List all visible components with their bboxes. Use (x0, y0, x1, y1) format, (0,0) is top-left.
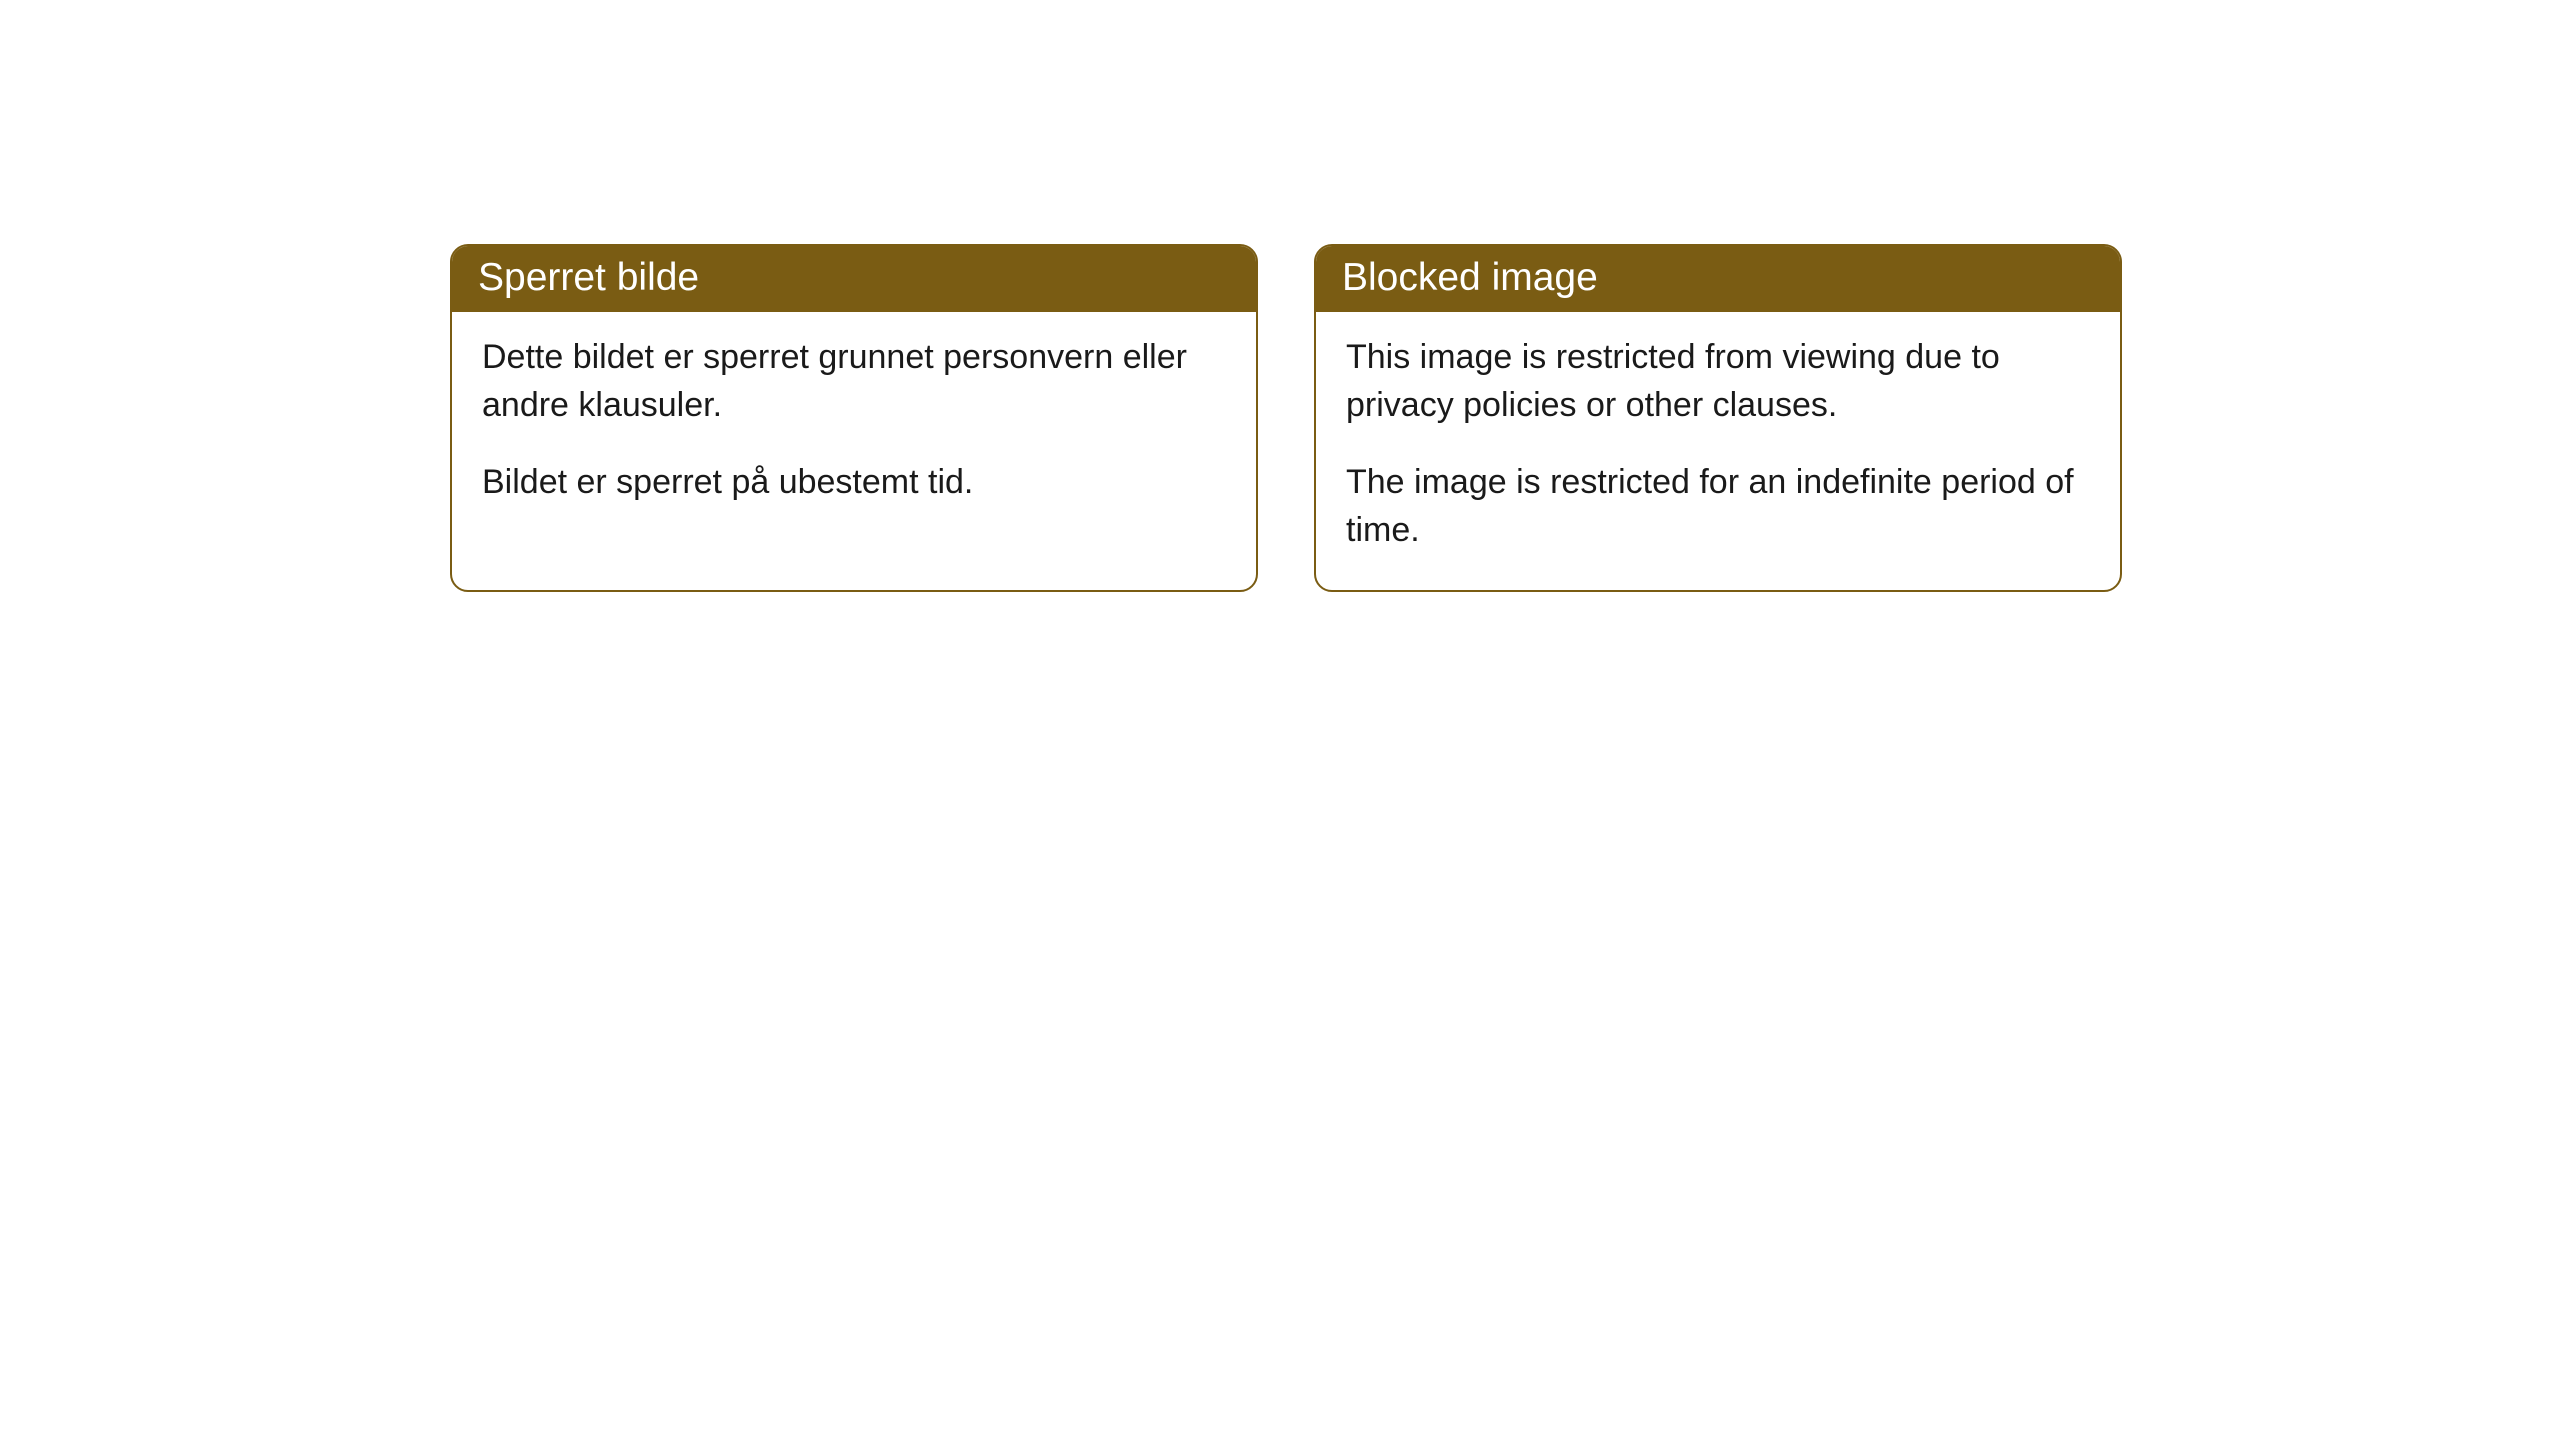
card-paragraph: Bildet er sperret på ubestemt tid. (482, 459, 1226, 507)
blocked-image-card-english: Blocked image This image is restricted f… (1314, 244, 2122, 592)
card-paragraph: The image is restricted for an indefinit… (1346, 459, 2090, 554)
card-paragraph: This image is restricted from viewing du… (1346, 334, 2090, 429)
card-header: Sperret bilde (452, 246, 1256, 312)
card-title: Blocked image (1342, 256, 1598, 299)
cards-container: Sperret bilde Dette bildet er sperret gr… (0, 0, 2560, 592)
card-body: Dette bildet er sperret grunnet personve… (452, 312, 1256, 543)
card-title: Sperret bilde (478, 256, 699, 299)
card-paragraph: Dette bildet er sperret grunnet personve… (482, 334, 1226, 429)
card-body: This image is restricted from viewing du… (1316, 312, 2120, 590)
card-header: Blocked image (1316, 246, 2120, 312)
blocked-image-card-norwegian: Sperret bilde Dette bildet er sperret gr… (450, 244, 1258, 592)
